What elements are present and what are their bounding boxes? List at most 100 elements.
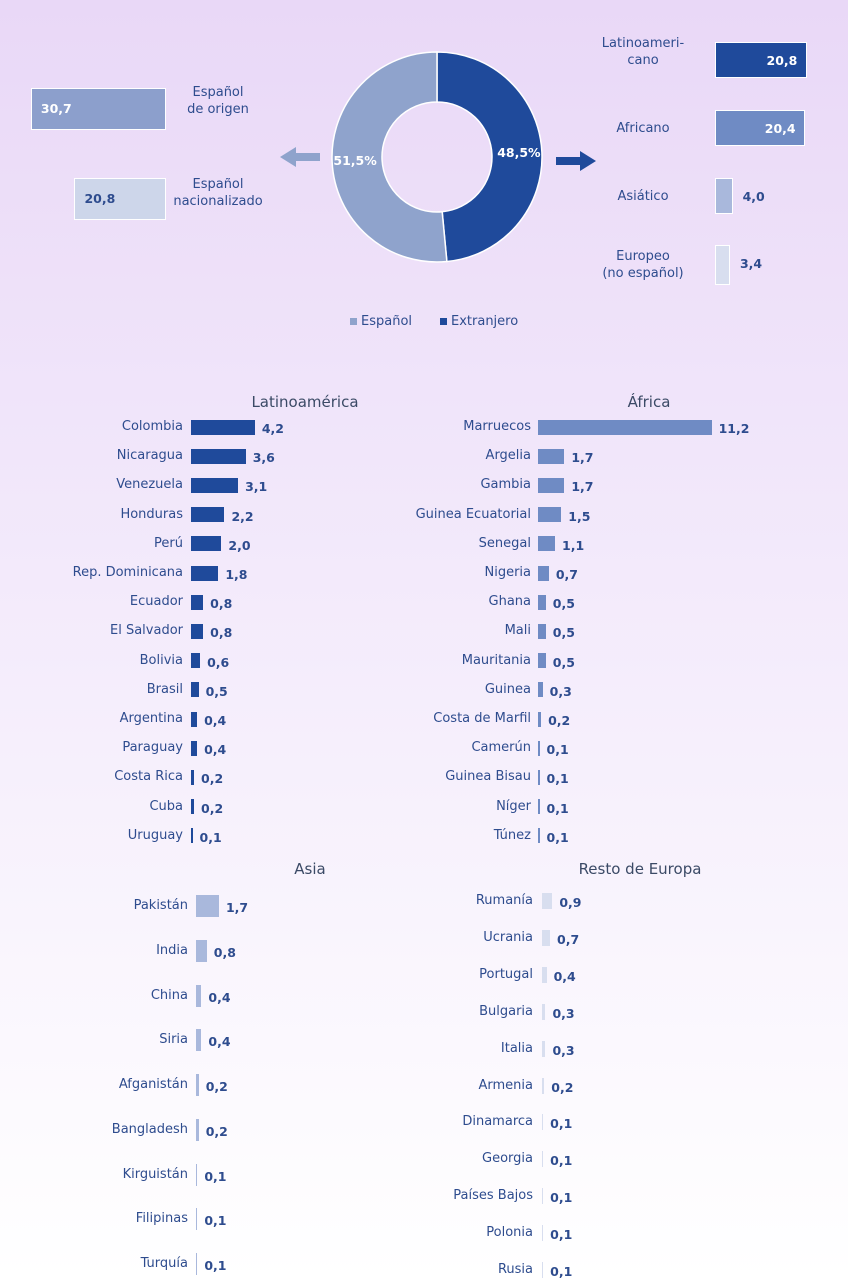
category-label: Portugal bbox=[479, 966, 533, 982]
value-label: 3,6 bbox=[252, 450, 275, 466]
bar bbox=[542, 893, 553, 909]
category-label: Rumanía bbox=[475, 893, 533, 908]
bar bbox=[542, 1114, 544, 1131]
bar bbox=[538, 740, 540, 756]
category-label: Armenia bbox=[478, 1077, 534, 1093]
bar bbox=[538, 623, 546, 639]
bar bbox=[196, 1163, 198, 1186]
category-label: Rusia bbox=[497, 1262, 533, 1277]
value-label: 0,1 bbox=[546, 800, 569, 816]
category-label: Gambia bbox=[480, 477, 531, 493]
bar bbox=[542, 1225, 544, 1242]
value-label: 0,4 bbox=[208, 989, 231, 1005]
category-label: Camerún bbox=[471, 740, 531, 756]
bar bbox=[191, 740, 198, 756]
category-label: Africano bbox=[616, 120, 670, 136]
value-label: 0,7 bbox=[555, 567, 578, 582]
legend-label: Español bbox=[361, 314, 413, 329]
value-label: 0,2 bbox=[201, 800, 224, 816]
value-label: 0,1 bbox=[546, 829, 569, 845]
value-label: 1,7 bbox=[571, 479, 594, 495]
bar bbox=[538, 828, 540, 844]
bar bbox=[538, 419, 712, 435]
legend-swatch bbox=[350, 318, 357, 325]
category-label: Nicaragua bbox=[116, 448, 183, 464]
bar bbox=[538, 682, 543, 698]
bar bbox=[538, 448, 565, 464]
bar bbox=[196, 984, 202, 1007]
category-label: Turquía bbox=[140, 1256, 188, 1271]
value-label: 2,2 bbox=[231, 508, 254, 524]
value-label: 20,4 bbox=[764, 121, 796, 136]
category-label: Dinamarca bbox=[462, 1114, 533, 1130]
value-label: 0,8 bbox=[213, 944, 236, 960]
category-label: Senegal bbox=[478, 535, 531, 551]
value-label: 2,0 bbox=[228, 537, 251, 553]
bar bbox=[191, 682, 199, 698]
bar bbox=[191, 769, 195, 785]
value-label: 4,0 bbox=[742, 189, 765, 204]
bar bbox=[74, 178, 166, 220]
value-label: 0,5 bbox=[552, 654, 575, 670]
category-label: Ghana bbox=[488, 594, 532, 610]
bar bbox=[191, 799, 195, 815]
bar bbox=[196, 1029, 202, 1052]
value-label: 0,4 bbox=[553, 968, 576, 984]
bar bbox=[538, 799, 540, 815]
category-label: Mali bbox=[504, 623, 531, 639]
bar bbox=[538, 653, 546, 669]
bar bbox=[542, 1188, 544, 1205]
category-label: Venezuela bbox=[116, 477, 183, 493]
donut-slice bbox=[436, 51, 543, 263]
category-label: Guinea Bisau bbox=[445, 769, 531, 785]
chart-title: África bbox=[627, 393, 671, 411]
bar bbox=[538, 711, 542, 727]
category-label: Níger bbox=[496, 798, 531, 814]
legend-label: Extranjero bbox=[451, 314, 519, 329]
value-label: 1,7 bbox=[225, 900, 249, 915]
bar bbox=[191, 448, 246, 464]
bar bbox=[191, 828, 193, 844]
bar bbox=[538, 565, 549, 581]
category-label: Cuba bbox=[149, 798, 183, 814]
value-label: 0,1 bbox=[204, 1213, 227, 1229]
category-label: Nigeria bbox=[484, 565, 531, 580]
category-label: Marruecos bbox=[463, 419, 531, 434]
category-label: Costa de Marfil bbox=[433, 711, 531, 726]
category-label: Bolivia bbox=[139, 652, 183, 668]
category-label: Kirguistán bbox=[122, 1166, 188, 1182]
category-label: Bangladesh bbox=[111, 1121, 188, 1137]
value-label: 0,7 bbox=[557, 931, 580, 947]
bar bbox=[196, 1208, 198, 1231]
arrow-left bbox=[280, 147, 320, 167]
value-label: 3,1 bbox=[245, 479, 268, 495]
value-label: 0,1 bbox=[550, 1190, 573, 1206]
slice-label: 51,5% bbox=[333, 152, 377, 168]
category-label: Uruguay bbox=[127, 827, 183, 843]
category-label: Guinea bbox=[484, 681, 531, 697]
bar bbox=[715, 42, 807, 78]
category-label: Ecuador bbox=[129, 594, 183, 610]
category-label: Español nacionalizado bbox=[173, 177, 263, 209]
category-label: Latinoameri- cano bbox=[601, 36, 685, 68]
bar bbox=[538, 536, 556, 552]
bar bbox=[542, 966, 547, 983]
category-label: Honduras bbox=[120, 506, 183, 522]
category-label: Brasil bbox=[146, 681, 183, 697]
bar bbox=[715, 110, 805, 146]
value-label: 0,1 bbox=[204, 1258, 227, 1273]
value-label: 0,4 bbox=[208, 1034, 231, 1050]
bar bbox=[542, 1151, 544, 1168]
category-label: Perú bbox=[154, 535, 183, 551]
value-label: 0,9 bbox=[559, 895, 582, 910]
value-label: 0,1 bbox=[546, 742, 569, 758]
value-label: 0,3 bbox=[552, 1042, 575, 1058]
category-label: Argelia bbox=[485, 448, 531, 464]
category-label: Afganistán bbox=[118, 1077, 188, 1092]
value-label: 0,5 bbox=[552, 596, 575, 612]
value-label: 0,1 bbox=[550, 1153, 573, 1169]
bar bbox=[538, 769, 540, 785]
bar bbox=[191, 711, 198, 727]
value-label: 4,2 bbox=[261, 421, 284, 436]
bar bbox=[191, 536, 222, 552]
